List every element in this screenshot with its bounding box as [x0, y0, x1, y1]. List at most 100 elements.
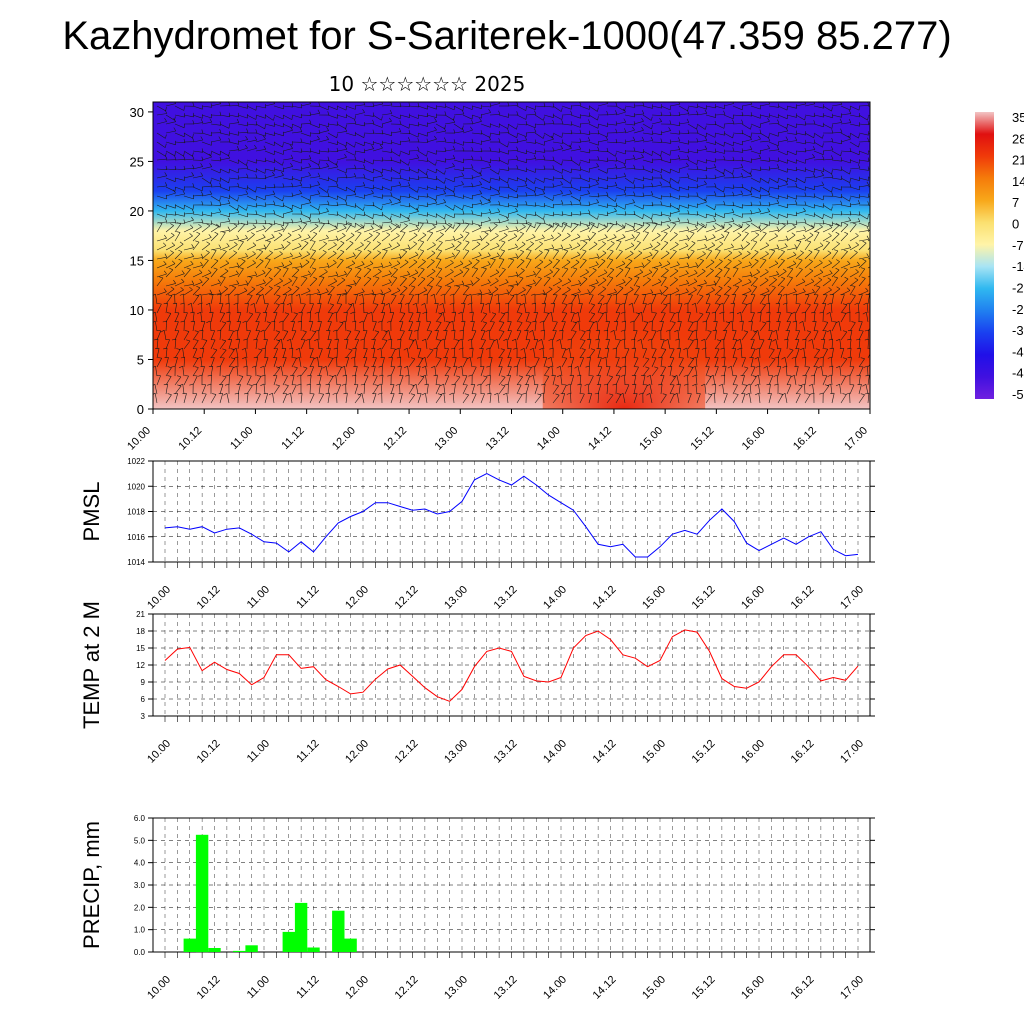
wind-barb	[813, 141, 823, 148]
wind-barb	[210, 177, 221, 182]
wind-barb-flag	[534, 139, 537, 144]
wind-barb-flag	[479, 190, 482, 194]
wind-barb	[714, 287, 723, 296]
wind-barb	[516, 150, 527, 154]
wind-barb	[291, 269, 300, 278]
wind-barb	[228, 349, 235, 359]
wind-barb-flag	[686, 109, 690, 114]
wind-barb	[399, 383, 401, 395]
wind-barb-flag	[355, 330, 360, 332]
wind-barb-flag	[702, 251, 706, 255]
wind-barb	[471, 193, 482, 197]
wind-barb-flag	[300, 166, 303, 171]
wind-barb-flag	[520, 259, 525, 262]
wind-barb-flag	[639, 269, 644, 273]
wind-barb	[651, 114, 663, 116]
wind-barb	[498, 385, 506, 395]
wind-barb	[624, 253, 634, 260]
wind-barb	[633, 294, 639, 305]
wind-barb-flag	[498, 170, 500, 175]
wind-barb-flag	[490, 339, 495, 341]
wind-barb-flag	[233, 250, 237, 253]
wind-barb-flag	[163, 383, 168, 386]
wind-barb-flag	[659, 118, 662, 122]
wind-barb-flag	[480, 156, 483, 161]
wind-barb-flag	[540, 329, 545, 332]
wind-barb-flag	[311, 249, 316, 252]
wind-barb	[309, 221, 320, 224]
wind-barb-flag	[363, 206, 365, 211]
wind-barb	[705, 141, 716, 145]
wind-barb-flag	[380, 289, 384, 294]
wind-barb-flag	[623, 190, 627, 195]
wind-barb	[345, 263, 356, 269]
wind-barb-flag	[590, 348, 595, 351]
wind-barb	[183, 235, 193, 242]
wind-barb	[462, 303, 466, 314]
wind-barb	[624, 268, 631, 278]
wind-barb-flag	[644, 330, 649, 332]
wind-barb-flag	[463, 357, 468, 359]
wind-barb-flag	[196, 311, 201, 315]
wind-barb	[372, 195, 383, 199]
wind-barb-flag	[633, 223, 635, 228]
wind-barb	[651, 348, 657, 359]
wind-barb	[327, 287, 335, 296]
wind-barb	[777, 114, 788, 120]
wind-barb	[579, 186, 591, 189]
wind-barb	[174, 141, 186, 144]
wind-barb	[786, 339, 789, 350]
wind-barb-flag	[549, 347, 554, 350]
wind-barb-flag	[417, 138, 420, 142]
wind-barb	[291, 114, 302, 119]
wind-barb-flag	[624, 107, 626, 112]
wind-barb	[678, 311, 680, 323]
wind-barb-flag	[579, 166, 582, 171]
wind-barb-flag	[674, 277, 678, 280]
wind-barb	[399, 339, 402, 350]
wind-barb-flag	[786, 124, 788, 129]
wind-barb	[318, 211, 329, 215]
wind-barb	[777, 184, 788, 188]
wind-barb	[282, 313, 290, 323]
wind-barb	[759, 339, 765, 350]
wind-barb	[516, 251, 525, 260]
wind-barb	[435, 168, 445, 175]
wind-barb	[174, 168, 186, 170]
wind-barb	[318, 223, 325, 233]
wind-barb	[471, 132, 482, 135]
wind-barb	[381, 282, 392, 287]
wind-barb-flag	[677, 217, 681, 222]
wind-barb-flag	[740, 190, 744, 195]
wind-barb-flag	[333, 278, 338, 282]
wind-barb	[732, 204, 743, 209]
wind-barb	[750, 211, 761, 215]
wind-barb-flag	[360, 338, 365, 341]
wind-barb-flag	[158, 222, 163, 224]
wind-barb-flag	[548, 365, 553, 368]
wind-barb-flag	[340, 249, 345, 253]
wind-barb-flag	[772, 339, 776, 342]
wind-barb	[381, 331, 388, 341]
wind-barb	[543, 177, 554, 181]
wind-barb	[606, 141, 618, 144]
wind-barb-flag	[455, 339, 460, 341]
wind-barb	[525, 259, 532, 269]
wind-barb-flag	[255, 188, 257, 193]
wind-barb-flag	[225, 302, 230, 305]
wind-barb-flag	[393, 267, 398, 270]
wind-barb	[318, 277, 325, 287]
wind-barb	[273, 228, 284, 233]
wind-barb-flag	[620, 302, 625, 305]
wind-barb-flag	[354, 119, 357, 124]
wind-barb	[282, 148, 293, 152]
wind-barb	[588, 313, 596, 323]
wind-barb-flag	[318, 164, 321, 169]
wind-barb-flag	[353, 172, 357, 177]
wind-barb	[336, 279, 346, 287]
wind-barb	[390, 141, 401, 146]
wind-barb-flag	[595, 180, 599, 185]
wind-barb	[416, 303, 419, 314]
wind-barb	[255, 312, 261, 323]
wind-barb	[516, 322, 523, 332]
